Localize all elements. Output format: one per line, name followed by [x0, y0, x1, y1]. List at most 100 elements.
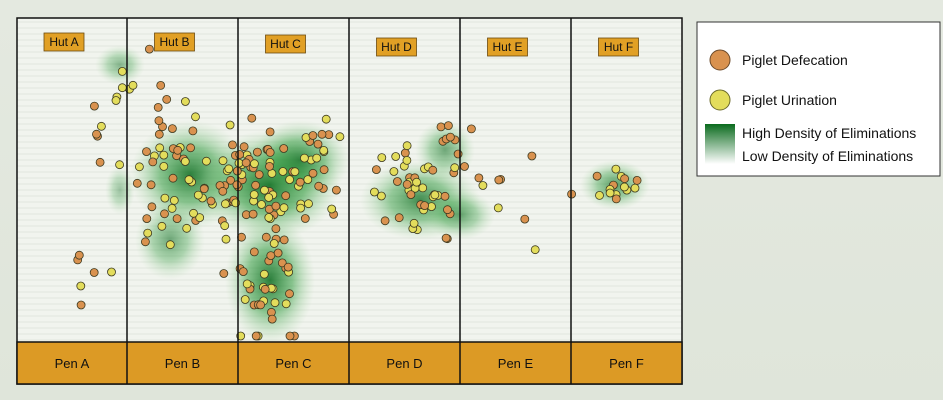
defecation-point — [252, 147, 262, 157]
defecation-point — [308, 168, 318, 178]
defecation-point — [406, 190, 416, 200]
density-blob — [135, 200, 205, 280]
urination-point — [605, 188, 615, 198]
pen-label: Pen A — [55, 356, 90, 371]
urination-point — [249, 159, 259, 169]
defecation-point — [168, 173, 178, 183]
urination-point — [304, 199, 313, 209]
pen-label: Pen D — [386, 356, 422, 371]
defecation-point — [254, 170, 264, 180]
defecation-point — [228, 140, 237, 150]
defecation-point — [380, 216, 390, 226]
defecation-point — [300, 214, 310, 223]
density-blob — [250, 120, 350, 200]
density-blob — [105, 165, 135, 215]
urination-point — [369, 187, 379, 197]
urination-point — [107, 267, 116, 277]
hut-box — [598, 37, 639, 57]
legend-label: High Density of Eliminations — [742, 125, 916, 141]
defecation-point — [440, 191, 450, 201]
defecation-point — [620, 174, 629, 184]
legend-box — [696, 21, 941, 177]
urination-point — [335, 132, 345, 142]
legend-label: Low Density of Eliminations — [742, 148, 913, 164]
urination-point — [620, 182, 629, 192]
defecation-point — [232, 180, 242, 190]
urination-point — [285, 175, 295, 185]
defecation-point — [295, 177, 305, 187]
defecation-point — [611, 194, 621, 204]
defecation-point — [285, 289, 294, 299]
urination-point — [76, 281, 86, 291]
urination-point — [595, 190, 604, 200]
urination-point — [270, 298, 280, 308]
urination-point — [259, 269, 269, 279]
defecation-point — [266, 251, 276, 261]
urination-point — [269, 239, 279, 248]
urination-point — [257, 200, 266, 209]
urination-point — [264, 213, 274, 222]
urination-point — [220, 221, 230, 231]
defecation-point — [453, 149, 463, 159]
defecation-point — [460, 162, 469, 171]
defecation-point — [428, 165, 438, 175]
urination-point — [180, 157, 190, 166]
defecation-point — [443, 205, 452, 215]
urination-point — [240, 295, 250, 304]
defecation-point — [249, 247, 259, 257]
urination-point — [377, 153, 387, 163]
urination-point — [478, 181, 488, 190]
urination-point — [450, 163, 460, 173]
urination-point — [493, 203, 503, 213]
urination-point — [221, 234, 231, 244]
hut-box — [265, 34, 306, 54]
urination-point — [242, 279, 252, 289]
defecation-point — [317, 129, 327, 139]
defecation-point — [394, 213, 404, 223]
defecation-point — [402, 179, 412, 189]
urination-point — [389, 167, 399, 176]
points-layer — [73, 44, 642, 341]
hut-label: Hut A — [49, 35, 78, 49]
labels-layer: Hut A Hut B Hut C Hut D Hut E Hut F Pen A Pen B… — [43, 32, 644, 371]
defecation-point — [445, 132, 455, 142]
defecation-point — [186, 143, 196, 153]
defecation-point — [76, 300, 86, 310]
defecation-point — [474, 173, 484, 183]
defecation-point — [90, 101, 99, 111]
urination-point — [193, 190, 203, 200]
density-blob — [95, 45, 145, 85]
urination-point — [278, 167, 288, 176]
urination-point — [391, 152, 401, 161]
defecation-point — [466, 124, 476, 134]
defecation-point — [400, 148, 410, 158]
defecation-point — [238, 267, 248, 277]
defecation-point — [420, 201, 430, 211]
urination-point — [412, 177, 422, 187]
defecation-point — [494, 175, 504, 185]
defecation-point — [592, 171, 602, 181]
urination-point — [299, 153, 309, 163]
urination-point — [111, 96, 121, 105]
defecation-point — [283, 262, 293, 272]
urination-point — [155, 143, 165, 153]
urination-point — [157, 221, 167, 231]
hut-label: Hut D — [381, 40, 412, 54]
defecation-point — [172, 214, 182, 224]
defecation-point — [218, 186, 228, 196]
defecation-point — [277, 258, 287, 268]
urination-point — [180, 97, 190, 106]
defecation-point — [260, 284, 270, 294]
urination-point — [167, 203, 177, 213]
urination-point — [327, 204, 337, 214]
pen-label: Pen C — [275, 356, 311, 371]
urination-point — [97, 121, 106, 131]
legend-label: Piglet Urination — [742, 92, 837, 108]
defecation-point — [632, 175, 642, 185]
defecation-point — [92, 129, 101, 139]
urination-point — [260, 185, 269, 195]
defecation-point — [226, 175, 236, 185]
defecation-point — [443, 121, 453, 130]
density-blob — [225, 215, 315, 345]
